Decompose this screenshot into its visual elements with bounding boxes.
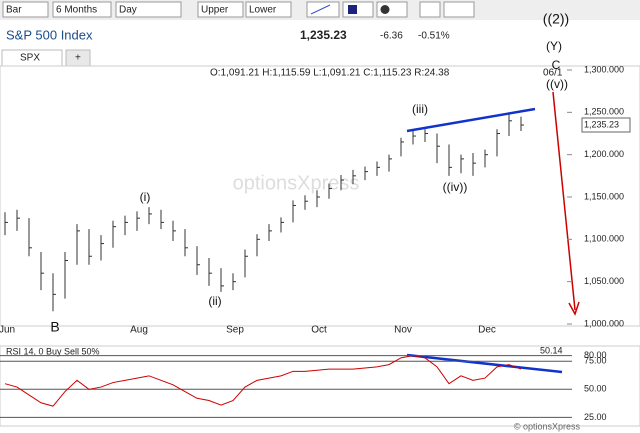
wave-label: (Y) <box>546 39 562 53</box>
tab-add-label: + <box>75 53 81 64</box>
change: -6.36 <box>380 31 403 42</box>
y-tick-label: 75.00 <box>584 356 607 366</box>
icon <box>310 4 331 15</box>
copyright: © optionsXpress <box>514 421 581 431</box>
toolbar-buttons <box>2 1 475 18</box>
settings[interactable] <box>419 1 441 18</box>
change-pct: -0.51% <box>418 31 450 42</box>
trendline <box>406 107 536 133</box>
last-label: 1,235.23 <box>584 119 619 129</box>
x-tick-label: Aug <box>130 325 148 336</box>
dropdown[interactable] <box>245 1 292 18</box>
y-tick-label: 80.00 <box>584 350 607 360</box>
tab-label: SPX <box>20 53 40 64</box>
wave-label: (ii) <box>208 294 221 308</box>
icon <box>348 5 357 14</box>
arrow-head <box>568 301 580 316</box>
wave-label: (iii) <box>412 102 428 116</box>
wave-label: ((v)) <box>546 77 568 91</box>
wave-label: C <box>552 58 561 72</box>
watermark: optionsXpress <box>233 172 360 194</box>
x-tick-label: Oct <box>311 325 327 336</box>
dropdown[interactable] <box>115 1 182 18</box>
x-tick-label: Dec <box>478 325 496 336</box>
dropdown-label: Lower <box>249 5 277 16</box>
y-tick-label: 1,200.000 <box>584 149 624 159</box>
dropdown-label: Upper <box>201 5 229 16</box>
dropdown[interactable] <box>2 1 49 18</box>
y-tick-label: 25.00 <box>584 412 607 422</box>
y-tick-label: 1,250.000 <box>584 107 624 117</box>
rsi-line <box>4 355 522 407</box>
x-tick-label: Jun <box>0 325 15 336</box>
line-tool[interactable] <box>306 1 340 18</box>
last-price: 1,235.23 <box>300 28 347 42</box>
trendline <box>406 353 563 374</box>
dropdown-label: Day <box>119 5 137 16</box>
rsi-last: 50.14 <box>540 345 563 355</box>
y-tick-label: 1,000.000 <box>584 318 624 328</box>
rsi-frame <box>0 345 640 427</box>
dropdown[interactable] <box>197 1 244 18</box>
y-tick-label: 1,100.000 <box>584 234 624 244</box>
wave-label: B <box>50 319 59 335</box>
index-title: S&P 500 Index <box>6 27 93 42</box>
dropdown-label: Bar <box>6 5 22 16</box>
dropdown[interactable] <box>52 1 112 18</box>
last-box <box>581 117 631 133</box>
x-tick-label: Sep <box>226 325 244 336</box>
y-tick-label: 1,050.000 <box>584 276 624 286</box>
wave-label: (i) <box>140 190 151 204</box>
rsi-title: RSI 14, 0 Buy Sell 50% <box>6 346 100 356</box>
save[interactable] <box>443 1 475 18</box>
x-tick-label: Nov <box>394 325 412 336</box>
y-tick-label: 1,150.000 <box>584 191 624 201</box>
arrow <box>552 91 576 311</box>
plot-frame <box>0 65 640 327</box>
icon <box>380 5 390 14</box>
color-tool[interactable] <box>342 1 374 18</box>
wave-label: ((iv)) <box>443 180 468 194</box>
y-tick-label: 1,300.000 <box>584 64 624 74</box>
y-tick-label: 50.00 <box>584 384 607 394</box>
wave-label: ((2)) <box>543 11 569 27</box>
ohlc-info: O:1,091.21 H:1,115.59 L:1,091.21 C:1,115… <box>210 68 450 79</box>
dropdown-label: 6 Months <box>56 5 97 16</box>
date-label: 06/1 <box>543 68 563 79</box>
